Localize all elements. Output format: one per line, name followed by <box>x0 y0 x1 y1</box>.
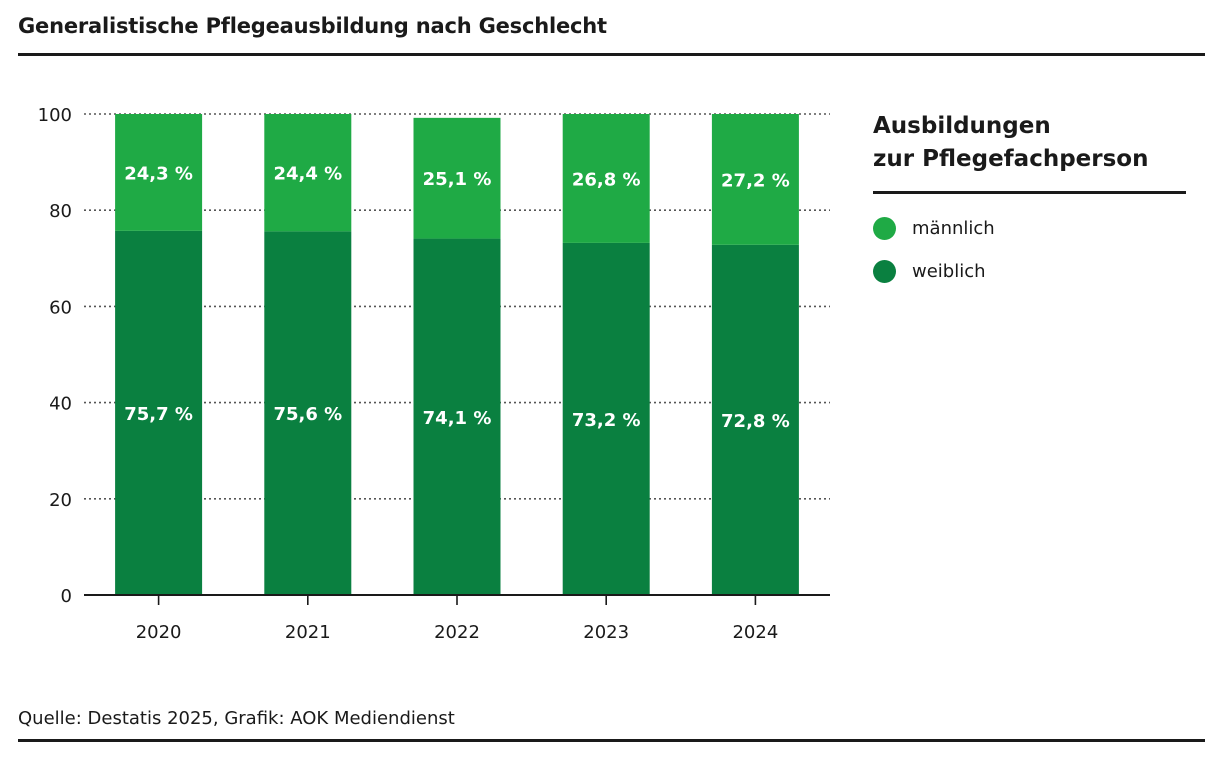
legend-item-maennlich: männlich <box>873 216 995 240</box>
legend-title-line1: Ausbildungen <box>873 113 1051 139</box>
data-label-weiblich-2020: 75,7 % <box>124 404 193 425</box>
x-tick-label-2023: 2023 <box>583 622 629 643</box>
legend-title: Ausbildungen zur Pflegefachperson <box>873 110 1193 176</box>
data-label-weiblich-2021: 75,6 % <box>273 404 342 425</box>
legend-swatch-maennlich <box>873 216 896 240</box>
legend-swatch-weiblich <box>873 259 896 283</box>
bar-weiblich-2021 <box>264 231 352 595</box>
data-label-weiblich-2024: 72,8 % <box>721 411 790 432</box>
y-tick-label-40: 40 <box>49 394 72 415</box>
chart-title: Generalistische Pflegeausbildung nach Ge… <box>18 14 607 38</box>
x-tick-label-2020: 2020 <box>136 622 182 643</box>
legend-label-weiblich: weiblich <box>912 260 986 282</box>
y-tick-label-0: 0 <box>61 586 72 607</box>
stacked-bar-chart: 75,7 % 24,3 % 75,6 % 24,4 % 74,1 % 25,1 % 73,2… <box>38 105 830 643</box>
bar-weiblich-2024 <box>711 244 799 595</box>
bar-männlich-2022 <box>413 117 501 239</box>
bar-männlich-2020 <box>115 114 203 231</box>
data-label-weiblich-2022: 74,1 % <box>423 408 492 429</box>
legend-title-line2: zur Pflegefachperson <box>873 146 1149 172</box>
bar-weiblich-2023 <box>562 242 650 595</box>
legend-label-maennlich: männlich <box>912 217 995 239</box>
data-label-männlich-2024: 27,2 % <box>721 170 790 191</box>
data-label-männlich-2020: 24,3 % <box>124 163 193 184</box>
legend-item-weiblich: weiblich <box>873 259 986 283</box>
bar-weiblich-2022 <box>413 238 501 596</box>
bars: 75,7 % 24,3 % 75,6 % 24,4 % 74,1 % 25,1 % 73,2… <box>115 114 799 596</box>
source-note: Quelle: Destatis 2025, Grafik: AOK Medie… <box>18 708 455 729</box>
footer-divider <box>18 739 1205 742</box>
y-tick-label-60: 60 <box>49 297 72 318</box>
data-label-männlich-2023: 26,8 % <box>572 169 641 190</box>
y-tick-label-100: 100 <box>38 105 72 126</box>
bar-männlich-2024 <box>711 114 799 245</box>
bar-weiblich-2020 <box>115 230 203 595</box>
axes: 0 20 40 60 80 100 2020 2021 2022 2023 2024 <box>38 105 830 643</box>
bar-männlich-2023 <box>562 114 650 243</box>
data-label-weiblich-2023: 73,2 % <box>572 410 641 431</box>
y-tick-label-80: 80 <box>49 201 72 222</box>
gridlines <box>84 113 830 500</box>
bar-männlich-2021 <box>264 114 352 232</box>
data-label-männlich-2021: 24,4 % <box>273 164 342 185</box>
x-tick-label-2022: 2022 <box>434 622 480 643</box>
x-tick-label-2021: 2021 <box>285 622 331 643</box>
title-divider <box>18 53 1205 56</box>
x-tick-label-2024: 2024 <box>732 622 778 643</box>
data-label-männlich-2022: 25,1 % <box>423 169 492 190</box>
legend-divider <box>873 191 1186 194</box>
y-tick-label-20: 20 <box>49 490 72 511</box>
